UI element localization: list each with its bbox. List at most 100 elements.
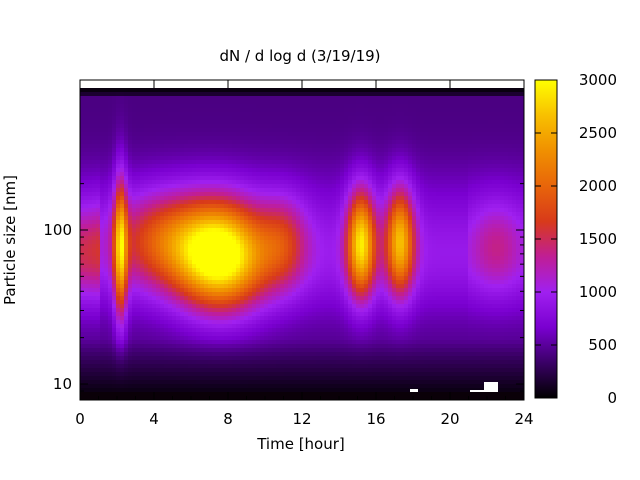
heatmap-cell: [444, 96, 448, 100]
heatmap-cell: [232, 176, 236, 180]
heatmap-cell: [92, 156, 96, 160]
heatmap-cell: [112, 120, 116, 124]
heatmap-cell: [396, 160, 400, 164]
heatmap-cell: [128, 112, 132, 116]
heatmap-cell: [120, 132, 124, 136]
heatmap-cell: [296, 92, 300, 96]
heatmap-cell: [484, 124, 488, 128]
heatmap-cell: [168, 88, 172, 92]
heatmap-cell: [320, 204, 324, 208]
heatmap-cell: [364, 248, 368, 252]
heatmap-cell: [392, 264, 396, 268]
heatmap-cell: [504, 88, 508, 92]
heatmap-cell: [416, 172, 420, 176]
heatmap-cell: [488, 228, 492, 232]
heatmap-cell: [396, 212, 400, 216]
heatmap-cell: [396, 236, 400, 240]
heatmap-cell: [140, 220, 144, 224]
heatmap-cell: [460, 188, 464, 192]
heatmap-cell: [448, 264, 452, 268]
heatmap-cell: [140, 208, 144, 212]
heatmap-cell: [464, 132, 468, 136]
heatmap-cell: [312, 208, 316, 212]
heatmap-cell: [112, 92, 116, 96]
heatmap-cell: [280, 228, 284, 232]
heatmap-cell: [416, 216, 420, 220]
heatmap-cell: [384, 120, 388, 124]
heatmap-cell: [184, 104, 188, 108]
heatmap-cell: [436, 164, 440, 168]
heatmap-cell: [172, 224, 176, 228]
heatmap-cell: [208, 104, 212, 108]
heatmap-cell: [120, 96, 124, 100]
heatmap-cell: [512, 208, 516, 212]
heatmap-cell: [88, 188, 92, 192]
heatmap-cell: [172, 188, 176, 192]
heatmap-cell: [324, 120, 328, 124]
heatmap-cell: [340, 236, 344, 240]
heatmap-cell: [436, 176, 440, 180]
heatmap-cell: [348, 160, 352, 164]
heatmap-cell: [180, 132, 184, 136]
heatmap-cell: [352, 160, 356, 164]
heatmap-cell: [476, 104, 480, 108]
heatmap-cell: [412, 144, 416, 148]
heatmap-cell: [184, 224, 188, 228]
heatmap-cell: [280, 124, 284, 128]
heatmap-cell: [200, 256, 204, 260]
heatmap-cell: [500, 116, 504, 120]
heatmap-cell: [304, 88, 308, 92]
heatmap-cell: [232, 116, 236, 120]
heatmap-cell: [360, 180, 364, 184]
heatmap-cell: [492, 116, 496, 120]
heatmap-cell: [412, 180, 416, 184]
heatmap-cell: [320, 144, 324, 148]
heatmap-cell: [216, 168, 220, 172]
heatmap-cell: [108, 148, 112, 152]
heatmap-cell: [332, 160, 336, 164]
heatmap-cell: [240, 128, 244, 132]
heatmap-cell: [416, 104, 420, 108]
heatmap-cell: [236, 232, 240, 236]
heatmap-cell: [336, 96, 340, 100]
heatmap-cell: [236, 244, 240, 248]
heatmap-cell: [412, 200, 416, 204]
heatmap-cell: [136, 256, 140, 260]
heatmap-cell: [200, 184, 204, 188]
heatmap-cell: [428, 232, 432, 236]
heatmap-cell: [512, 220, 516, 224]
heatmap-cell: [140, 176, 144, 180]
heatmap-cell: [132, 240, 136, 244]
heatmap-cell: [224, 124, 228, 128]
heatmap-cell: [264, 152, 268, 156]
heatmap-cell: [452, 256, 456, 260]
heatmap-cell: [116, 208, 120, 212]
heatmap-cell: [80, 136, 84, 140]
heatmap-cell: [344, 260, 348, 264]
heatmap-cell: [504, 232, 508, 236]
heatmap-cell: [400, 256, 404, 260]
heatmap-cell: [412, 184, 416, 188]
heatmap-cell: [224, 236, 228, 240]
heatmap-cell: [104, 140, 108, 144]
heatmap-cell: [168, 200, 172, 204]
heatmap-cell: [392, 124, 396, 128]
heatmap-cell: [284, 152, 288, 156]
heatmap-cell: [284, 240, 288, 244]
heatmap-cell: [104, 232, 108, 236]
heatmap-cell: [412, 132, 416, 136]
heatmap-cell: [260, 92, 264, 96]
heatmap-cell: [460, 208, 464, 212]
heatmap-cell: [128, 136, 132, 140]
heatmap-cell: [208, 148, 212, 152]
heatmap-cell: [100, 132, 104, 136]
heatmap-cell: [144, 92, 148, 96]
heatmap-cell: [480, 124, 484, 128]
heatmap-cell: [500, 120, 504, 124]
heatmap-cell: [500, 132, 504, 136]
heatmap-cell: [216, 100, 220, 104]
heatmap-cell: [440, 184, 444, 188]
heatmap-cell: [436, 256, 440, 260]
heatmap-cell: [140, 236, 144, 240]
heatmap-cell: [288, 208, 292, 212]
